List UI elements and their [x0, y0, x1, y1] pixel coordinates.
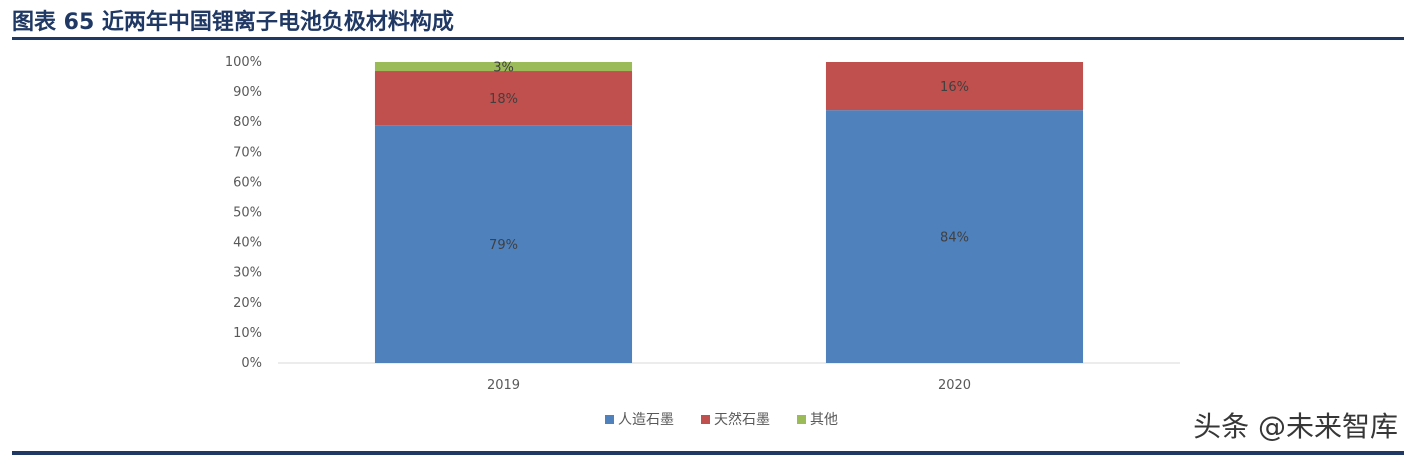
y-tick-label: 90%	[233, 85, 262, 100]
bar-segment	[825, 110, 1084, 363]
legend-swatch	[605, 415, 614, 424]
y-tick-label: 100%	[225, 55, 262, 70]
footer-divider	[12, 451, 1404, 455]
y-tick-label: 70%	[233, 145, 262, 160]
y-tick-label: 60%	[233, 175, 262, 190]
bar-segment	[374, 71, 633, 126]
legend-label: 人造石墨	[618, 412, 674, 428]
title-divider	[12, 37, 1404, 40]
data-label: 3%	[493, 61, 514, 76]
y-tick-label: 40%	[233, 236, 262, 251]
x-tick-label: 2019	[487, 378, 520, 393]
bar-segment	[374, 62, 633, 72]
chart-title: 图表 65 近两年中国锂离子电池负极材料构成	[12, 10, 454, 35]
x-tick-label: 2020	[938, 378, 971, 393]
data-label: 79%	[489, 238, 518, 253]
y-tick-label: 10%	[233, 326, 262, 341]
y-tick-label: 0%	[241, 356, 262, 371]
y-tick-label: 30%	[233, 266, 262, 281]
legend-label: 天然石墨	[714, 411, 770, 428]
y-tick-label: 80%	[233, 115, 262, 130]
y-tick-label: 50%	[233, 206, 262, 221]
y-tick-label: 20%	[233, 296, 262, 311]
bar-segment	[825, 62, 1084, 111]
legend-swatch	[797, 415, 806, 424]
legend-swatch	[701, 415, 710, 424]
data-label: 18%	[489, 92, 518, 107]
watermark: 头条 @未来智库	[1193, 410, 1398, 443]
bar-segment	[374, 125, 633, 364]
legend-label: 其他	[810, 412, 838, 428]
data-label: 16%	[940, 80, 969, 95]
data-label: 84%	[940, 231, 969, 246]
